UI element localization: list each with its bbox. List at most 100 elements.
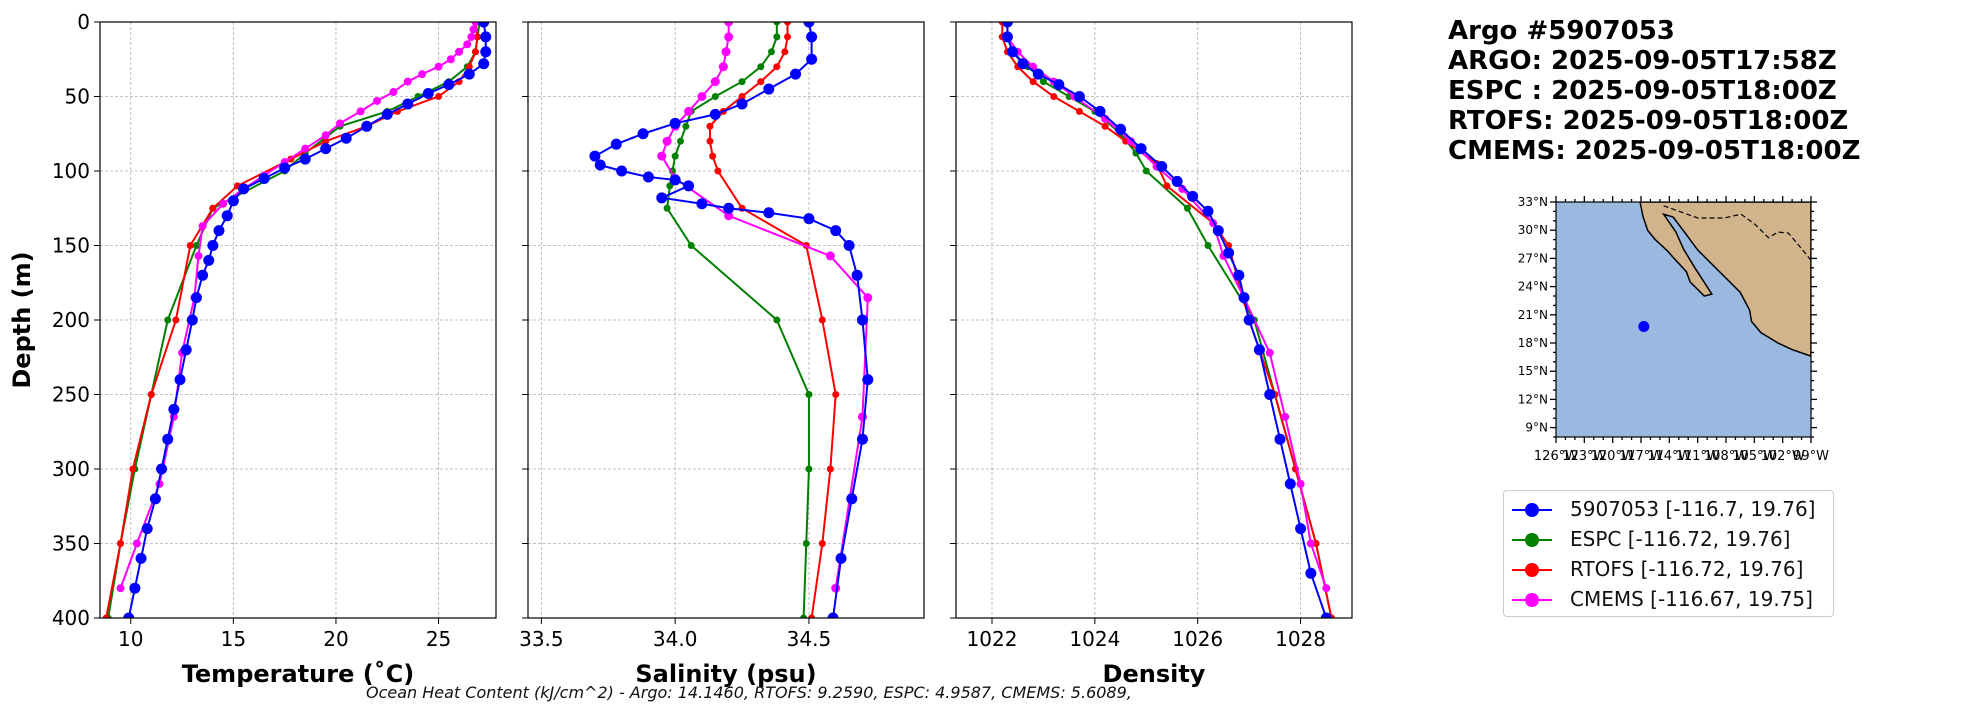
map-lat-label: 24°N	[1518, 280, 1548, 294]
data-point-cmems	[1306, 539, 1315, 548]
data-point-cmems	[463, 40, 472, 49]
data-point-rtofs	[172, 316, 180, 324]
data-point-argo	[669, 117, 681, 129]
legend-marker-icon	[1525, 593, 1539, 607]
data-point-argo	[1295, 523, 1307, 535]
cmems-time: CMEMS: 2025-09-05T18:00Z	[1448, 136, 1861, 166]
data-point-argo	[594, 159, 606, 171]
map-border	[1663, 205, 1811, 261]
data-point-rtofs	[471, 48, 479, 56]
data-point-argo	[656, 192, 668, 204]
data-point-cmems	[469, 25, 478, 34]
x-tick-label: 33.5	[519, 627, 564, 651]
data-point-argo	[129, 582, 141, 594]
series-line-espc	[107, 22, 481, 618]
data-point-rtofs	[209, 204, 217, 212]
data-point-argo	[763, 207, 775, 219]
data-point-rtofs	[1050, 93, 1058, 100]
data-point-cmems	[389, 88, 398, 97]
x-tick-label: 15	[221, 627, 246, 651]
data-point-cmems	[434, 62, 443, 71]
data-point-cmems	[471, 22, 480, 26]
argo-title: Argo #5907053	[1448, 16, 1675, 46]
legend-label: CMEMS [-116.67, 19.75]	[1570, 587, 1813, 611]
x-axis-label: Density	[1103, 660, 1206, 688]
legend-item-rtofs: RTOFS [-116.72, 19.76]	[1504, 556, 1833, 584]
data-point-argo	[803, 213, 815, 225]
y-tick-label: 100	[52, 159, 90, 183]
data-point-cmems	[301, 144, 310, 153]
data-point-argo	[1284, 478, 1296, 490]
data-point-espc	[711, 93, 719, 100]
data-point-rtofs	[1029, 78, 1037, 86]
axes-frame	[99, 21, 497, 619]
argo-time: ARGO: 2025-09-05T17:58Z	[1448, 46, 1837, 76]
data-point-argo	[1001, 22, 1013, 28]
data-point-argo	[1238, 292, 1250, 304]
data-point-argo	[1032, 68, 1044, 80]
ocean-heat-content-footer: Ocean Heat Content (kJ/cm^2) - Argo: 14.…	[366, 683, 1132, 702]
map-lat-label: 9°N	[1525, 421, 1548, 435]
data-point-argo	[1243, 314, 1255, 326]
y-tick-label: 250	[52, 383, 90, 407]
data-point-cmems	[356, 107, 365, 116]
data-point-espc	[773, 22, 781, 26]
data-point-argo	[186, 314, 198, 326]
y-tick-label: 50	[65, 85, 90, 109]
data-point-espc	[1039, 78, 1047, 86]
data-point-cmems	[372, 96, 381, 105]
data-point-argo	[835, 552, 847, 564]
data-point-rtofs	[1101, 122, 1109, 130]
data-point-espc	[687, 242, 695, 249]
data-point-cmems	[825, 251, 835, 261]
data-point-espc	[192, 242, 200, 249]
data-point-espc	[757, 63, 765, 71]
data-point-cmems	[132, 539, 141, 548]
data-point-argo	[203, 254, 215, 266]
data-point-rtofs	[826, 465, 834, 473]
x-tick-label: 1026	[1172, 627, 1223, 651]
x-tick-label: 1024	[1069, 627, 1120, 651]
data-point-argo	[1202, 205, 1214, 217]
data-point-espc	[773, 33, 781, 41]
data-point-argo	[1053, 79, 1065, 91]
data-point-argo	[320, 143, 332, 155]
data-point-argo	[1073, 91, 1085, 102]
data-point-espc	[805, 391, 813, 398]
data-point-rtofs	[818, 316, 826, 324]
data-point-cmems	[194, 251, 203, 260]
x-tick-label: 20	[323, 627, 348, 651]
data-point-argo	[856, 433, 868, 445]
data-point-espc	[164, 316, 172, 324]
map-lon-label: 102°W	[1761, 449, 1805, 464]
data-point-argo	[279, 162, 291, 174]
data-point-rtofs	[117, 540, 125, 547]
data-point-argo	[723, 202, 735, 214]
data-point-argo	[806, 53, 818, 65]
x-tick-label: 1022	[967, 627, 1018, 651]
data-point-argo	[806, 31, 818, 43]
x-tick-label: 34.0	[653, 627, 698, 651]
data-point-rtofs	[147, 391, 155, 398]
data-point-argo	[174, 374, 186, 386]
data-point-cmems	[198, 222, 207, 231]
legend-marker-icon	[1525, 533, 1539, 547]
data-point-argo	[480, 31, 492, 43]
data-point-argo	[478, 22, 490, 28]
data-point-rtofs	[706, 137, 714, 145]
map-lat-label: 12°N	[1518, 392, 1548, 406]
data-point-argo	[480, 46, 492, 58]
data-point-cmems	[697, 92, 707, 101]
data-point-cmems	[724, 32, 734, 42]
y-tick-label: 400	[52, 606, 90, 630]
data-point-cmems	[662, 136, 672, 146]
data-point-argo	[830, 225, 842, 237]
data-point-espc	[1142, 167, 1150, 175]
legend: 5907053 [-116.7, 19.76] ESPC [-116.72, 1…	[1503, 490, 1834, 617]
legend-marker-icon	[1525, 503, 1539, 517]
data-point-argo	[696, 198, 708, 210]
data-point-argo	[1233, 269, 1245, 281]
data-point-argo	[610, 138, 622, 150]
data-point-argo	[238, 183, 250, 195]
